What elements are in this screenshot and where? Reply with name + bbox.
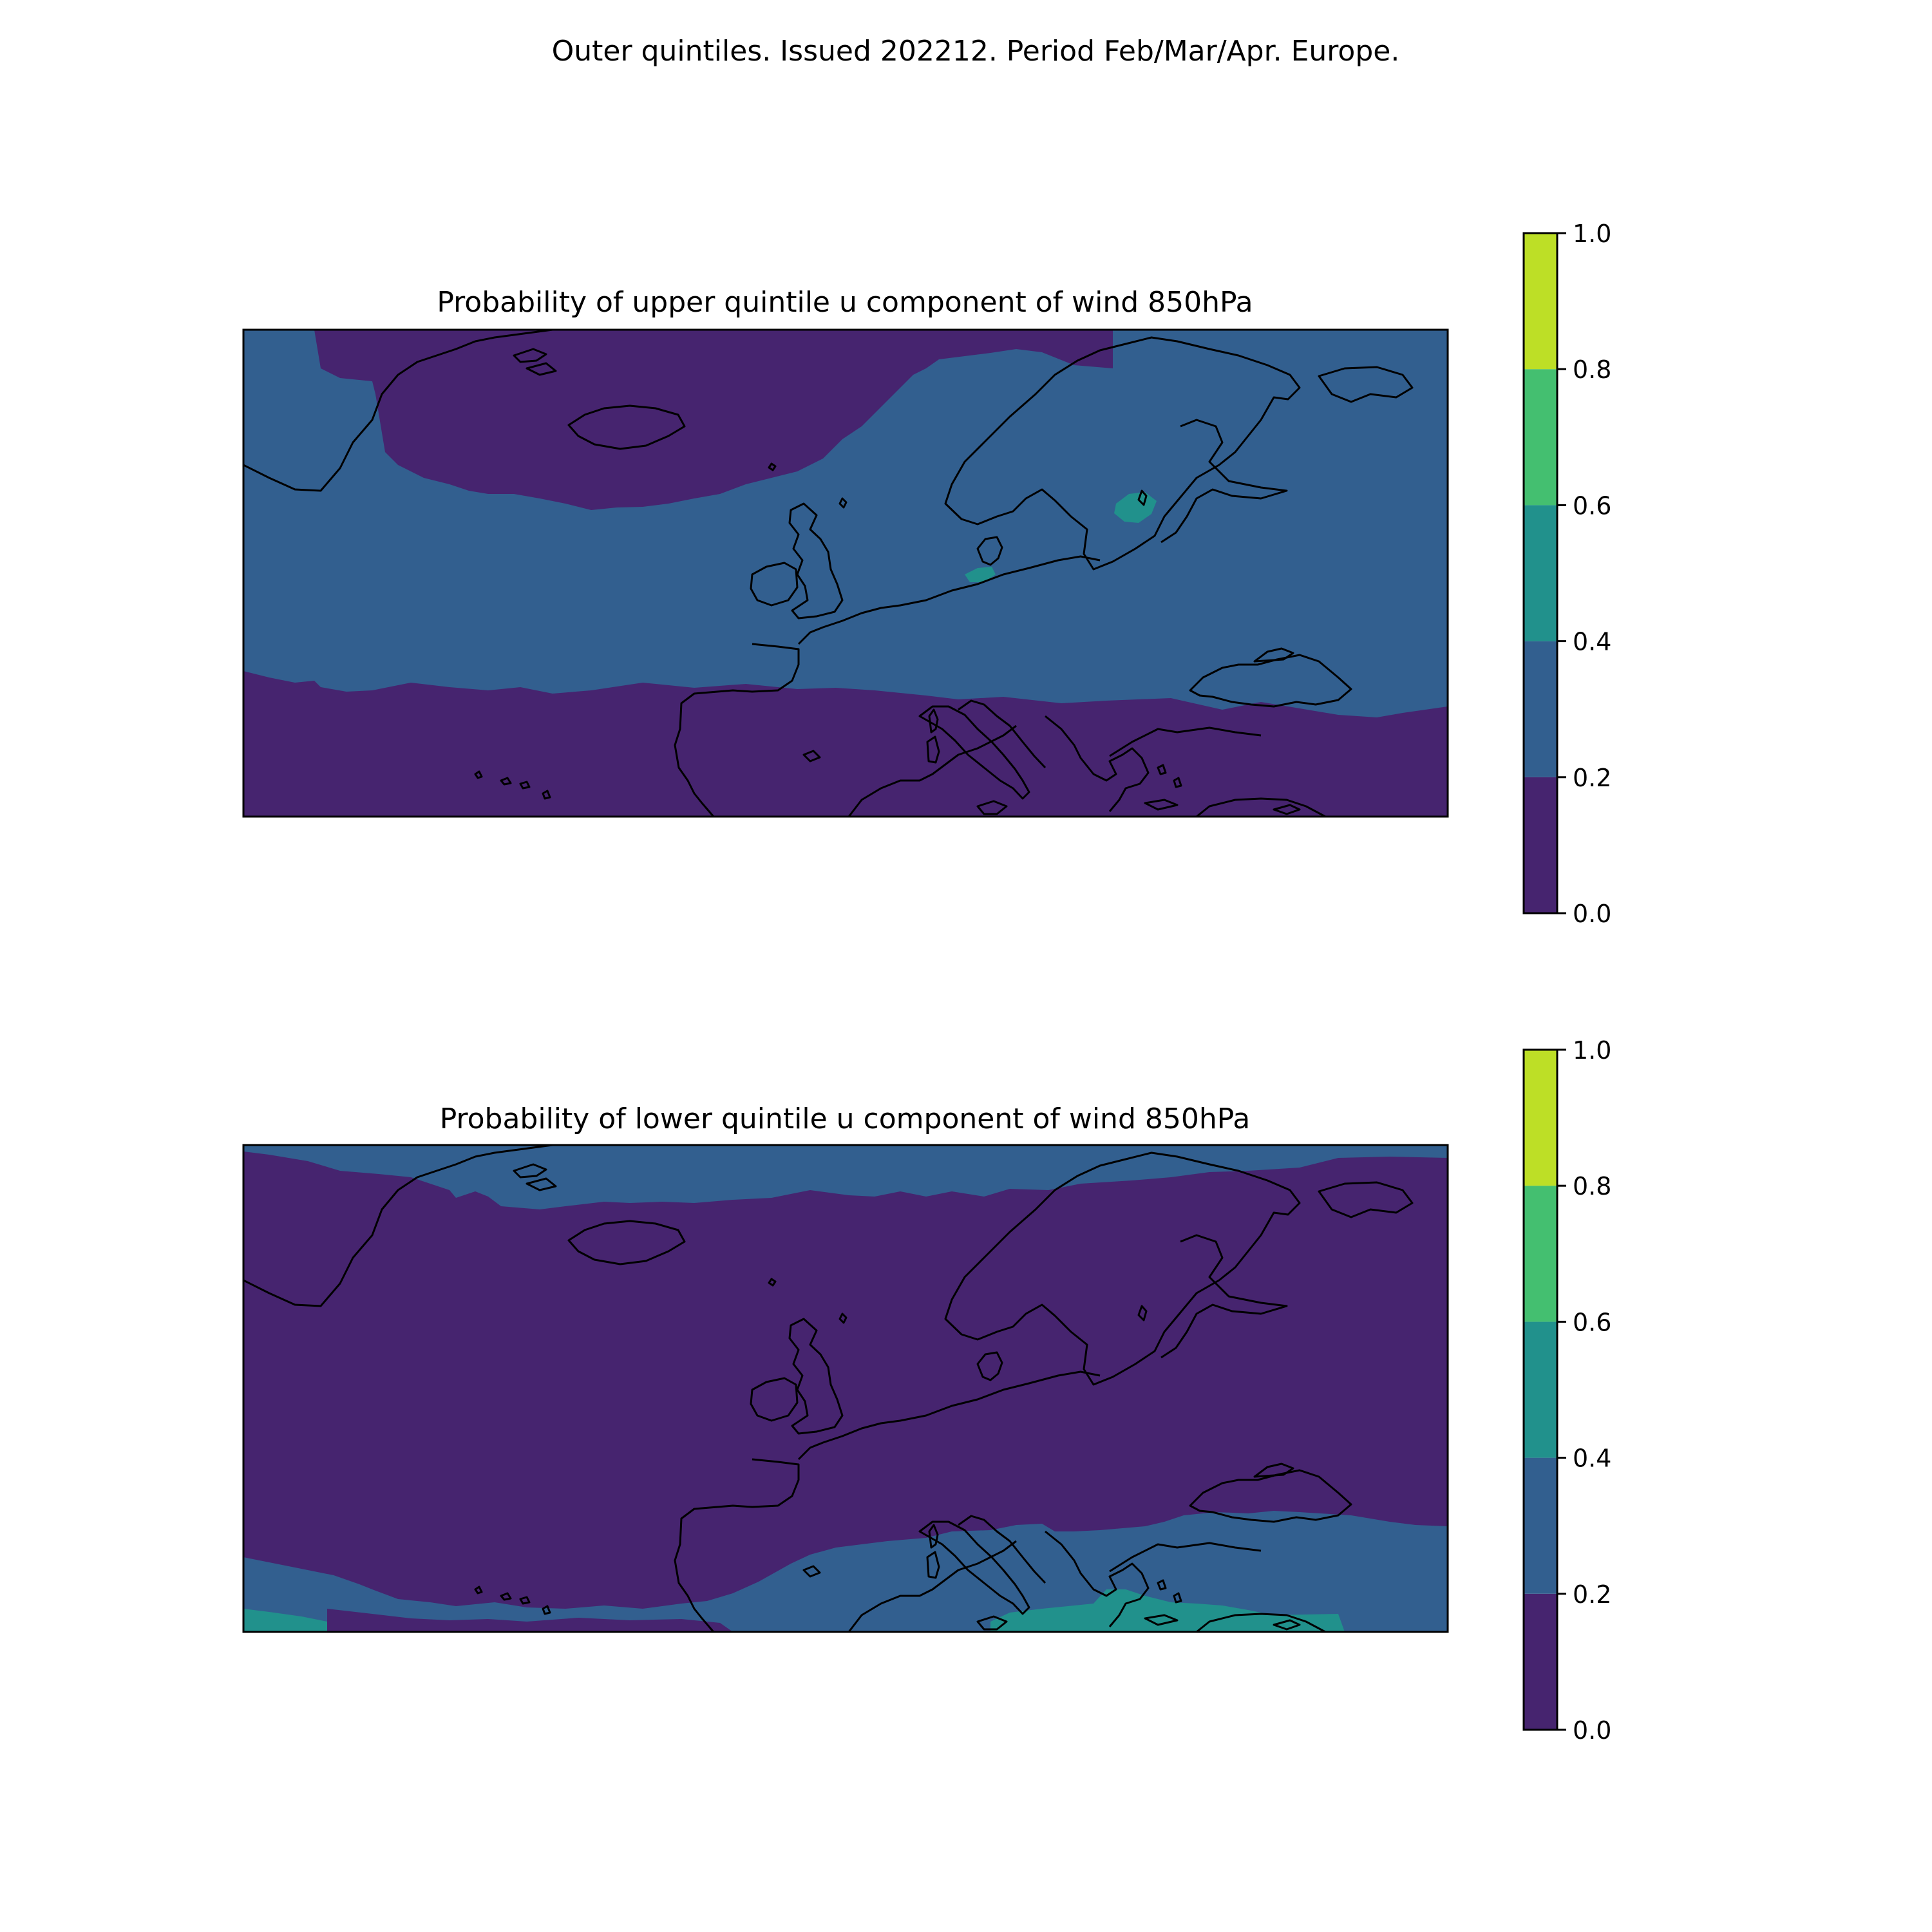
upper-colorbar-segment [1524,233,1557,370]
lower-colorbar-segment [1524,1321,1557,1458]
upper-colorbar-tick-label: 0.8 [1573,355,1611,384]
lower-colorbar-segment [1524,1186,1557,1322]
upper-map-band-0.0-0.2-north [314,330,1113,510]
lower-colorbar-tick-label: 1.0 [1573,1036,1611,1065]
upper-map-band-0.0-0.2-south [243,671,1448,817]
upper-map-band-0.4-0.6-denmark [965,567,996,582]
upper-colorbar-tick-label: 0.6 [1573,491,1611,520]
lower-colorbar: 0.0 0.2 0.4 0.6 0.8 1.0 [1522,1036,1611,1745]
lower-colorbar-tick-label: 0.4 [1573,1444,1611,1473]
lower-map-area [242,1144,1449,1633]
upper-colorbar-segment [1524,369,1557,506]
upper-colorbar-frame [1522,232,1558,914]
figure-suptitle: Outer quintiles. Issued 202212. Period F… [552,35,1400,68]
lower-colorbar-tick-label: 0.0 [1573,1716,1611,1745]
upper-colorbar-tick-label: 0.0 [1573,900,1611,928]
lower-map-frame [242,1144,1449,1633]
upper-colorbar: 0.0 0.2 0.4 0.6 0.8 1.0 [1522,220,1611,928]
lower-colorbar-tick-label: 0.2 [1573,1580,1611,1609]
upper-panel-title: Probability of upper quintile u componen… [437,286,1253,319]
lower-colorbar-segment [1524,1457,1557,1594]
lower-colorbar-segment [1524,1593,1557,1730]
upper-colorbar-tick-label: 0.4 [1573,628,1611,656]
upper-colorbar-segment [1524,777,1557,913]
upper-colorbar-segment [1524,641,1557,777]
lower-quintile-panel: Probability of lower quintile u componen… [242,1036,1611,1745]
upper-map-area [242,328,1449,818]
lower-colorbar-frame [1522,1048,1558,1731]
lower-map-band-0.0-0.2-south-strip [327,1609,733,1632]
lower-colorbar-tick-label: 0.6 [1573,1308,1611,1336]
upper-colorbar-tick-label: 1.0 [1573,220,1611,248]
lower-colorbar-tick-label: 0.8 [1573,1172,1611,1200]
upper-colorbar-tick-label: 0.2 [1573,764,1611,792]
upper-colorbar-segment [1524,505,1557,641]
upper-quintile-panel: Probability of upper quintile u componen… [242,220,1611,928]
lower-colorbar-segment [1524,1050,1557,1186]
lower-panel-title: Probability of lower quintile u componen… [440,1103,1251,1135]
upper-map-frame [242,328,1449,818]
lower-map-band-0.4-0.6-west [243,1609,327,1632]
lower-map-band-0.4-0.6-east [990,1589,1345,1632]
lower-map-band-0.2-0.4-north [243,1145,1448,1209]
